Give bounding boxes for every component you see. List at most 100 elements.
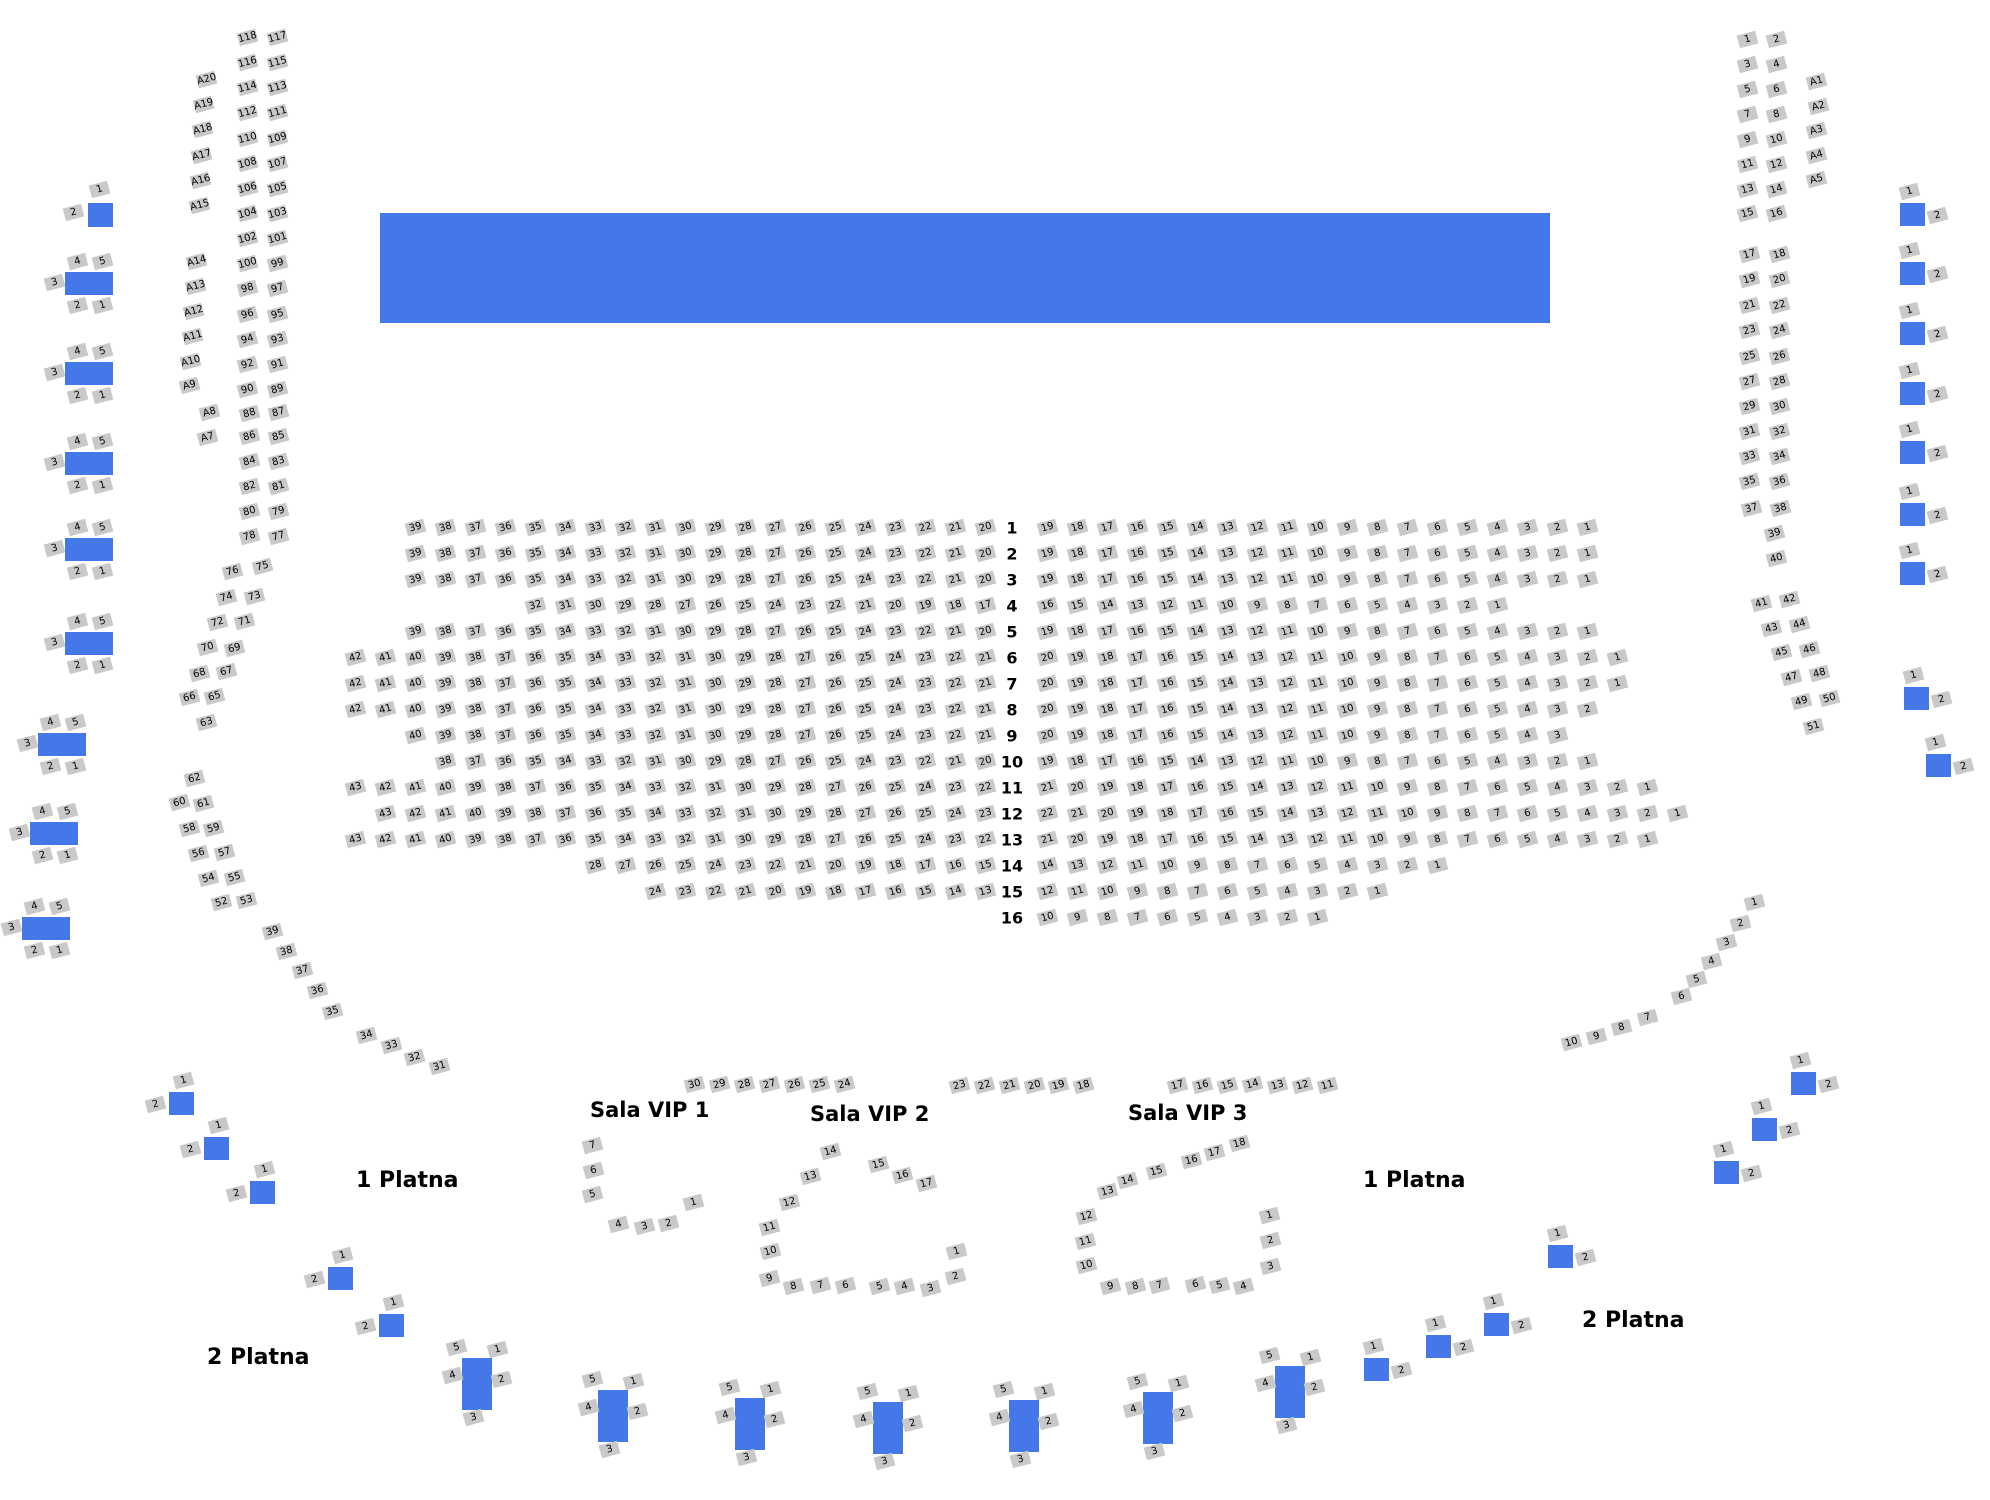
seat-row5-3[interactable]: 3	[1516, 622, 1539, 641]
seat-right-wing-8[interactable]: 8	[1765, 105, 1788, 124]
seat-row15-14[interactable]: 14	[944, 882, 967, 901]
seat-right-wing-16[interactable]: 16	[1765, 204, 1788, 223]
seat-row10-37[interactable]: 37	[464, 752, 487, 771]
seat-row1-33[interactable]: 33	[584, 518, 607, 537]
seat-right-wing-2[interactable]: 2	[1729, 914, 1752, 933]
seat-row3-8[interactable]: 8	[1366, 570, 1389, 589]
seat-right-wing-35[interactable]: 35	[1738, 472, 1761, 491]
seat-bt1-5[interactable]: 5	[445, 1338, 468, 1357]
seat-row15-21[interactable]: 21	[734, 882, 757, 901]
seat-row12-38[interactable]: 38	[524, 804, 547, 823]
seat-row10-6[interactable]: 6	[1426, 752, 1449, 771]
seat-row4-30[interactable]: 30	[584, 596, 607, 615]
seat-row3-31[interactable]: 31	[644, 570, 667, 589]
bottom-table-6[interactable]	[1143, 1392, 1173, 1444]
seat-left-wing-98[interactable]: 98	[236, 279, 259, 298]
seat-row1-6[interactable]: 6	[1426, 518, 1449, 537]
seat-row10-38[interactable]: 38	[434, 752, 457, 771]
seat-row8-22[interactable]: 22	[944, 700, 967, 719]
seat-row6-7[interactable]: 7	[1426, 648, 1449, 667]
seat-row4-15[interactable]: 15	[1066, 596, 1089, 615]
seat-row13-19[interactable]: 19	[1096, 830, 1119, 849]
seat-right-wing-38[interactable]: 38	[1769, 499, 1792, 518]
seat-row1-37[interactable]: 37	[464, 518, 487, 537]
seat-row3-23[interactable]: 23	[884, 570, 907, 589]
seat-row10-30[interactable]: 30	[674, 752, 697, 771]
seat-row6-36[interactable]: 36	[524, 648, 547, 667]
seat-balcony-23[interactable]: 23	[948, 1076, 971, 1095]
seat-row9-39[interactable]: 39	[434, 726, 457, 745]
seat-row7-17[interactable]: 17	[1126, 674, 1149, 693]
seat-balcony-27[interactable]: 27	[758, 1075, 781, 1094]
seat-left-wing-A12[interactable]: A12	[182, 302, 205, 321]
seat-row15-3[interactable]: 3	[1306, 882, 1329, 901]
seat-left-wing-93[interactable]: 93	[266, 330, 289, 349]
seat-row6-14[interactable]: 14	[1216, 648, 1239, 667]
seat-row2-1[interactable]: 1	[1576, 544, 1599, 563]
seat-row6-12[interactable]: 12	[1276, 648, 1299, 667]
seat-left-wing-81[interactable]: 81	[267, 477, 290, 496]
seat-bt7-2[interactable]: 2	[1303, 1378, 1326, 1397]
seat-balcony-25[interactable]: 25	[808, 1075, 831, 1094]
seat-right-wing-47[interactable]: 47	[1780, 668, 1803, 687]
right-edge-table-7[interactable]	[1900, 562, 1925, 585]
seat-row7-40[interactable]: 40	[404, 674, 427, 693]
seat-row7-41[interactable]: 41	[374, 674, 397, 693]
seat-right-chain-table3-1[interactable]: 1	[1712, 1140, 1735, 1159]
seat-row7-13[interactable]: 13	[1246, 674, 1269, 693]
seat-row13-23[interactable]: 23	[944, 830, 967, 849]
seat-row10-19[interactable]: 19	[1036, 752, 1059, 771]
seat-right-chain-table5-2[interactable]: 2	[1510, 1316, 1533, 1335]
seat-row4-20[interactable]: 20	[884, 596, 907, 615]
seat-bt1-4[interactable]: 4	[441, 1366, 464, 1385]
seat-right-wing-29[interactable]: 29	[1738, 397, 1761, 416]
seat-row9-5[interactable]: 5	[1486, 726, 1509, 745]
seat-balcony-30[interactable]: 30	[683, 1075, 706, 1094]
seat-row1-19[interactable]: 19	[1036, 518, 1059, 537]
seat-row5-13[interactable]: 13	[1216, 622, 1239, 641]
seat-row10-9[interactable]: 9	[1336, 752, 1359, 771]
seat-row5-36[interactable]: 36	[494, 622, 517, 641]
right-edge-table-1[interactable]	[1900, 203, 1925, 226]
seat-row16-1[interactable]: 1	[1306, 908, 1329, 927]
seat-row2-5[interactable]: 5	[1456, 544, 1479, 563]
seat-left-wing-86[interactable]: 86	[238, 427, 261, 446]
seat-row6-38[interactable]: 38	[464, 648, 487, 667]
seat-right-wing-24[interactable]: 24	[1768, 321, 1791, 340]
left-wide-table-5[interactable]	[65, 632, 113, 655]
seat-row12-15[interactable]: 15	[1246, 804, 1269, 823]
seat-row10-18[interactable]: 18	[1066, 752, 1089, 771]
seat-row5-24[interactable]: 24	[854, 622, 877, 641]
seat-row11-41[interactable]: 41	[404, 778, 427, 797]
seat-row10-32[interactable]: 32	[614, 752, 637, 771]
seat-bt2-4[interactable]: 4	[577, 1398, 600, 1417]
seat-row5-9[interactable]: 9	[1336, 622, 1359, 641]
seat-row13-3[interactable]: 3	[1576, 830, 1599, 849]
seat-row6-32[interactable]: 32	[644, 648, 667, 667]
seat-left-wing-52[interactable]: 52	[210, 893, 233, 912]
seat-row15-10[interactable]: 10	[1096, 882, 1119, 901]
seat-balcony-28[interactable]: 28	[733, 1075, 756, 1094]
seat-row4-14[interactable]: 14	[1096, 596, 1119, 615]
seat-row4-24[interactable]: 24	[764, 596, 787, 615]
seat-left-wing-A7[interactable]: A7	[196, 428, 219, 447]
seat-row7-33[interactable]: 33	[614, 674, 637, 693]
seat-row5-1[interactable]: 1	[1576, 622, 1599, 641]
seat-row11-18[interactable]: 18	[1126, 778, 1149, 797]
seat-row1-8[interactable]: 8	[1366, 518, 1389, 537]
seat-bt6-5[interactable]: 5	[1126, 1372, 1149, 1391]
seat-right-edge-table3-2[interactable]: 2	[1926, 325, 1949, 344]
seat-balcony-11[interactable]: 11	[1316, 1076, 1339, 1095]
seat-vip1-5[interactable]: 5	[581, 1185, 604, 1204]
seat-row11-39[interactable]: 39	[464, 778, 487, 797]
seat-row15-7[interactable]: 7	[1186, 882, 1209, 901]
seat-row10-4[interactable]: 4	[1486, 752, 1509, 771]
seat-row3-24[interactable]: 24	[854, 570, 877, 589]
seat-row5-22[interactable]: 22	[914, 622, 937, 641]
seat-row6-41[interactable]: 41	[374, 648, 397, 667]
seat-row8-15[interactable]: 15	[1186, 700, 1209, 719]
seat-row9-9[interactable]: 9	[1366, 726, 1389, 745]
seat-bt6-2[interactable]: 2	[1171, 1404, 1194, 1423]
seat-row6-23[interactable]: 23	[914, 648, 937, 667]
bottom-table-4[interactable]	[873, 1402, 903, 1454]
